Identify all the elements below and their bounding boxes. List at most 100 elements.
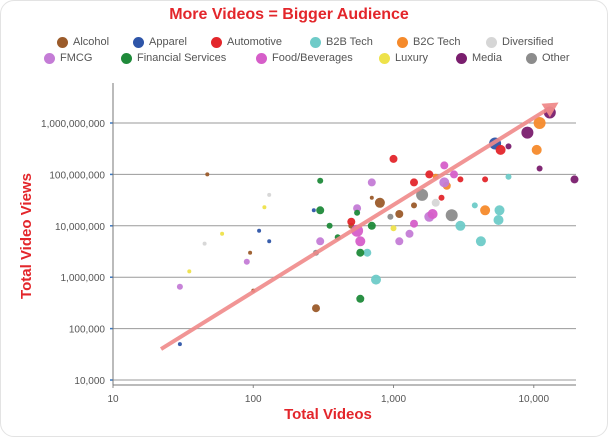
data-point-food-beverages bbox=[355, 236, 366, 247]
data-point-apparel bbox=[311, 208, 316, 213]
data-point-luxury bbox=[390, 225, 397, 232]
data-point-apparel bbox=[257, 228, 262, 233]
data-point-financial-services bbox=[356, 294, 365, 303]
legend-swatch-b2b-tech bbox=[310, 36, 321, 48]
legend-swatch-b2c-tech bbox=[397, 36, 408, 48]
grid-lines bbox=[113, 122, 576, 381]
y-tick-label: 1,000,000,000 bbox=[41, 119, 105, 130]
data-point-fmcg bbox=[395, 237, 404, 246]
data-point-food-beverages bbox=[427, 209, 438, 219]
legend-swatch-apparel bbox=[133, 36, 144, 48]
data-point-alcohol bbox=[248, 250, 253, 255]
data-point-alcohol bbox=[374, 197, 385, 208]
data-point-b2c-tech bbox=[480, 205, 491, 216]
x-tick-label: 100 bbox=[245, 394, 262, 405]
data-point-b2b-tech bbox=[371, 274, 381, 285]
legend-item-food-beverages: Food/Beverages bbox=[256, 52, 353, 64]
legend-item-automotive: Automotive bbox=[211, 36, 282, 48]
data-point-fmcg bbox=[243, 258, 250, 265]
data-point-automotive bbox=[389, 154, 398, 163]
data-point-media bbox=[536, 165, 543, 172]
legend-swatch-diversified bbox=[486, 36, 497, 48]
data-points bbox=[176, 106, 579, 347]
data-point-other bbox=[416, 188, 429, 201]
data-point-automotive bbox=[495, 144, 506, 155]
data-point-automotive bbox=[425, 170, 434, 179]
legend-label-financial-services: Financial Services bbox=[137, 52, 227, 64]
legend-swatch-media bbox=[456, 52, 467, 64]
data-point-media bbox=[505, 143, 512, 150]
data-point-fmcg bbox=[176, 283, 183, 290]
legend-label-other: Other bbox=[542, 52, 570, 64]
legend-swatch-other bbox=[526, 52, 537, 64]
data-point-financial-services bbox=[316, 206, 325, 215]
data-point-alcohol bbox=[411, 202, 417, 209]
legend-label-b2b-tech: B2B Tech bbox=[326, 36, 373, 48]
data-point-diversified bbox=[202, 241, 207, 246]
data-point-b2c-tech bbox=[533, 117, 546, 129]
data-point-other bbox=[445, 209, 458, 222]
data-point-automotive bbox=[482, 176, 489, 183]
data-point-b2b-tech bbox=[505, 173, 512, 180]
legend-label-food-beverages: Food/Beverages bbox=[272, 52, 353, 64]
tick-labels: 10,000 100,000 1,000,000 10,000,000 100,000,… bbox=[41, 119, 549, 405]
data-point-diversified bbox=[267, 192, 272, 197]
x-tick-label: 1,000 bbox=[381, 394, 406, 405]
legend-item-other: Other bbox=[526, 52, 570, 64]
data-point-food-beverages bbox=[440, 161, 449, 170]
x-axis-title: Total Videos bbox=[284, 406, 372, 423]
data-point-alcohol bbox=[312, 304, 320, 313]
trend-line bbox=[159, 108, 547, 351]
data-point-food-beverages bbox=[410, 219, 418, 228]
legend-swatch-automotive bbox=[211, 36, 222, 48]
data-point-financial-services bbox=[326, 222, 333, 229]
data-point-financial-services bbox=[356, 248, 365, 257]
legend-swatch-financial-services bbox=[121, 52, 132, 64]
legend-item-alcohol: Alcohol bbox=[57, 36, 109, 48]
y-tick-label: 1,000,000 bbox=[61, 273, 106, 284]
data-point-financial-services bbox=[354, 209, 361, 216]
legend-label-fmcg: FMCG bbox=[60, 52, 93, 64]
data-point-fmcg bbox=[353, 204, 362, 213]
data-point-b2b-tech bbox=[471, 202, 478, 209]
legend-item-b2b-tech: B2B Tech bbox=[310, 36, 373, 48]
data-point-b2b-tech bbox=[475, 236, 486, 247]
y-axis-title: Total Video Views bbox=[18, 173, 35, 299]
legend-item-diversified: Diversified bbox=[486, 36, 553, 48]
data-point-apparel bbox=[267, 239, 272, 244]
data-point-apparel bbox=[177, 342, 182, 347]
legend-item-apparel: Apparel bbox=[133, 36, 187, 48]
data-point-b2c-tech bbox=[531, 144, 542, 155]
legend-label-apparel: Apparel bbox=[149, 36, 187, 48]
data-point-alcohol bbox=[205, 172, 210, 177]
data-point-automotive bbox=[457, 176, 464, 183]
data-point-alcohol bbox=[369, 195, 374, 200]
data-point-b2b-tech bbox=[493, 215, 504, 225]
y-tick-label: 10,000 bbox=[74, 376, 105, 387]
legend-swatch-alcohol bbox=[57, 36, 68, 48]
chart-title: More Videos = Bigger Audience bbox=[169, 6, 409, 23]
data-point-luxury bbox=[220, 231, 225, 236]
trend-arrowhead bbox=[541, 102, 559, 118]
legend-item-luxury: Luxury bbox=[379, 52, 428, 64]
y-tick-label: 10,000,000 bbox=[55, 222, 105, 233]
data-point-automotive bbox=[438, 194, 445, 201]
legend-item-media: Media bbox=[456, 52, 502, 64]
legend-label-b2c-tech: B2C Tech bbox=[413, 36, 461, 48]
data-point-media bbox=[521, 126, 534, 139]
legend-label-media: Media bbox=[472, 52, 502, 64]
data-point-alcohol bbox=[395, 210, 404, 218]
data-point-automotive bbox=[410, 178, 418, 187]
legend-label-alcohol: Alcohol bbox=[73, 36, 110, 48]
data-point-luxury bbox=[187, 269, 192, 274]
data-point-fmcg bbox=[439, 177, 450, 188]
data-point-financial-services bbox=[317, 177, 324, 184]
legend-item-financial-services: Financial Services bbox=[121, 52, 226, 64]
legend-swatch-fmcg bbox=[44, 52, 55, 64]
data-point-automotive bbox=[347, 217, 356, 226]
data-point-luxury bbox=[262, 205, 267, 210]
data-point-diversified bbox=[431, 198, 440, 207]
x-tick-label: 10,000 bbox=[518, 394, 549, 405]
